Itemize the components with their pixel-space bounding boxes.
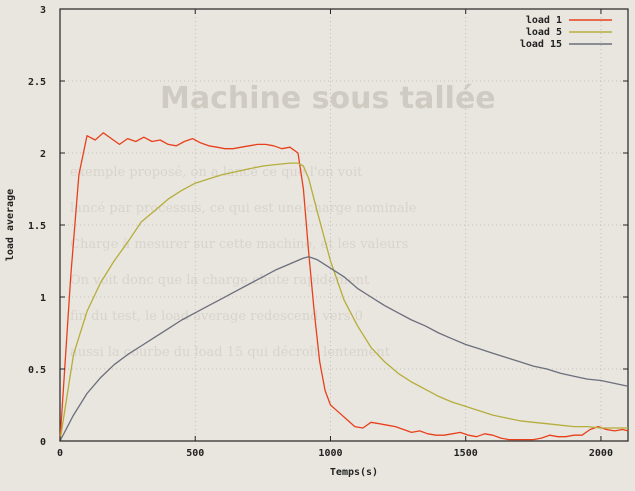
y-tick-label: 2: [40, 149, 46, 160]
x-tick-label: 2000: [589, 448, 613, 459]
y-tick-label: 0: [40, 437, 46, 448]
x-tick-label: 500: [186, 448, 204, 459]
x-axis-label: Temps(s): [330, 467, 378, 478]
legend-label: load 15: [520, 39, 562, 50]
y-tick-label: 3: [40, 5, 46, 16]
y-axis-label: load average: [5, 189, 16, 261]
y-axis-ticks: 0 0.5 1 1.5 2 2.5 3: [28, 5, 628, 448]
svg-text:lancé par processus, ce qui es: lancé par processus, ce qui est une char…: [70, 201, 417, 216]
svg-text:fin du test, le load average r: fin du test, le load average redescend v…: [70, 309, 363, 324]
background-print: Machine sous tallée exemple proposé, on …: [70, 81, 496, 360]
series-line-load-15: [59, 256, 629, 442]
x-axis-ticks: 0 500 1000 1500 2000: [57, 9, 613, 459]
series-line-load-5: [59, 162, 628, 442]
legend-label: load 1: [526, 15, 562, 26]
legend-label: load 5: [526, 27, 562, 38]
grid-lines: [60, 9, 628, 441]
y-tick-label: 1: [40, 293, 46, 304]
svg-text:Machine sous tallée: Machine sous tallée: [160, 81, 496, 116]
svg-text:On voit donc que la charge chu: On voit donc que la charge chute rapidem…: [70, 273, 370, 288]
x-tick-label: 1500: [454, 448, 478, 459]
x-tick-label: 0: [57, 448, 63, 459]
y-tick-label: 0.5: [28, 365, 46, 376]
x-tick-label: 1000: [318, 448, 342, 459]
series-layer: [59, 132, 629, 442]
svg-text:aussi la courbe du load 15 qui: aussi la courbe du load 15 qui décroît l…: [70, 345, 391, 360]
y-tick-label: 1.5: [28, 221, 46, 232]
svg-text:Charge à mesurer sur cette mac: Charge à mesurer sur cette machine, et l…: [70, 237, 408, 252]
y-tick-label: 2.5: [28, 77, 46, 88]
series-line-load-1: [59, 132, 629, 442]
svg-text:exemple proposé, on a lancé ce: exemple proposé, on a lancé ce que l'on …: [70, 165, 363, 180]
